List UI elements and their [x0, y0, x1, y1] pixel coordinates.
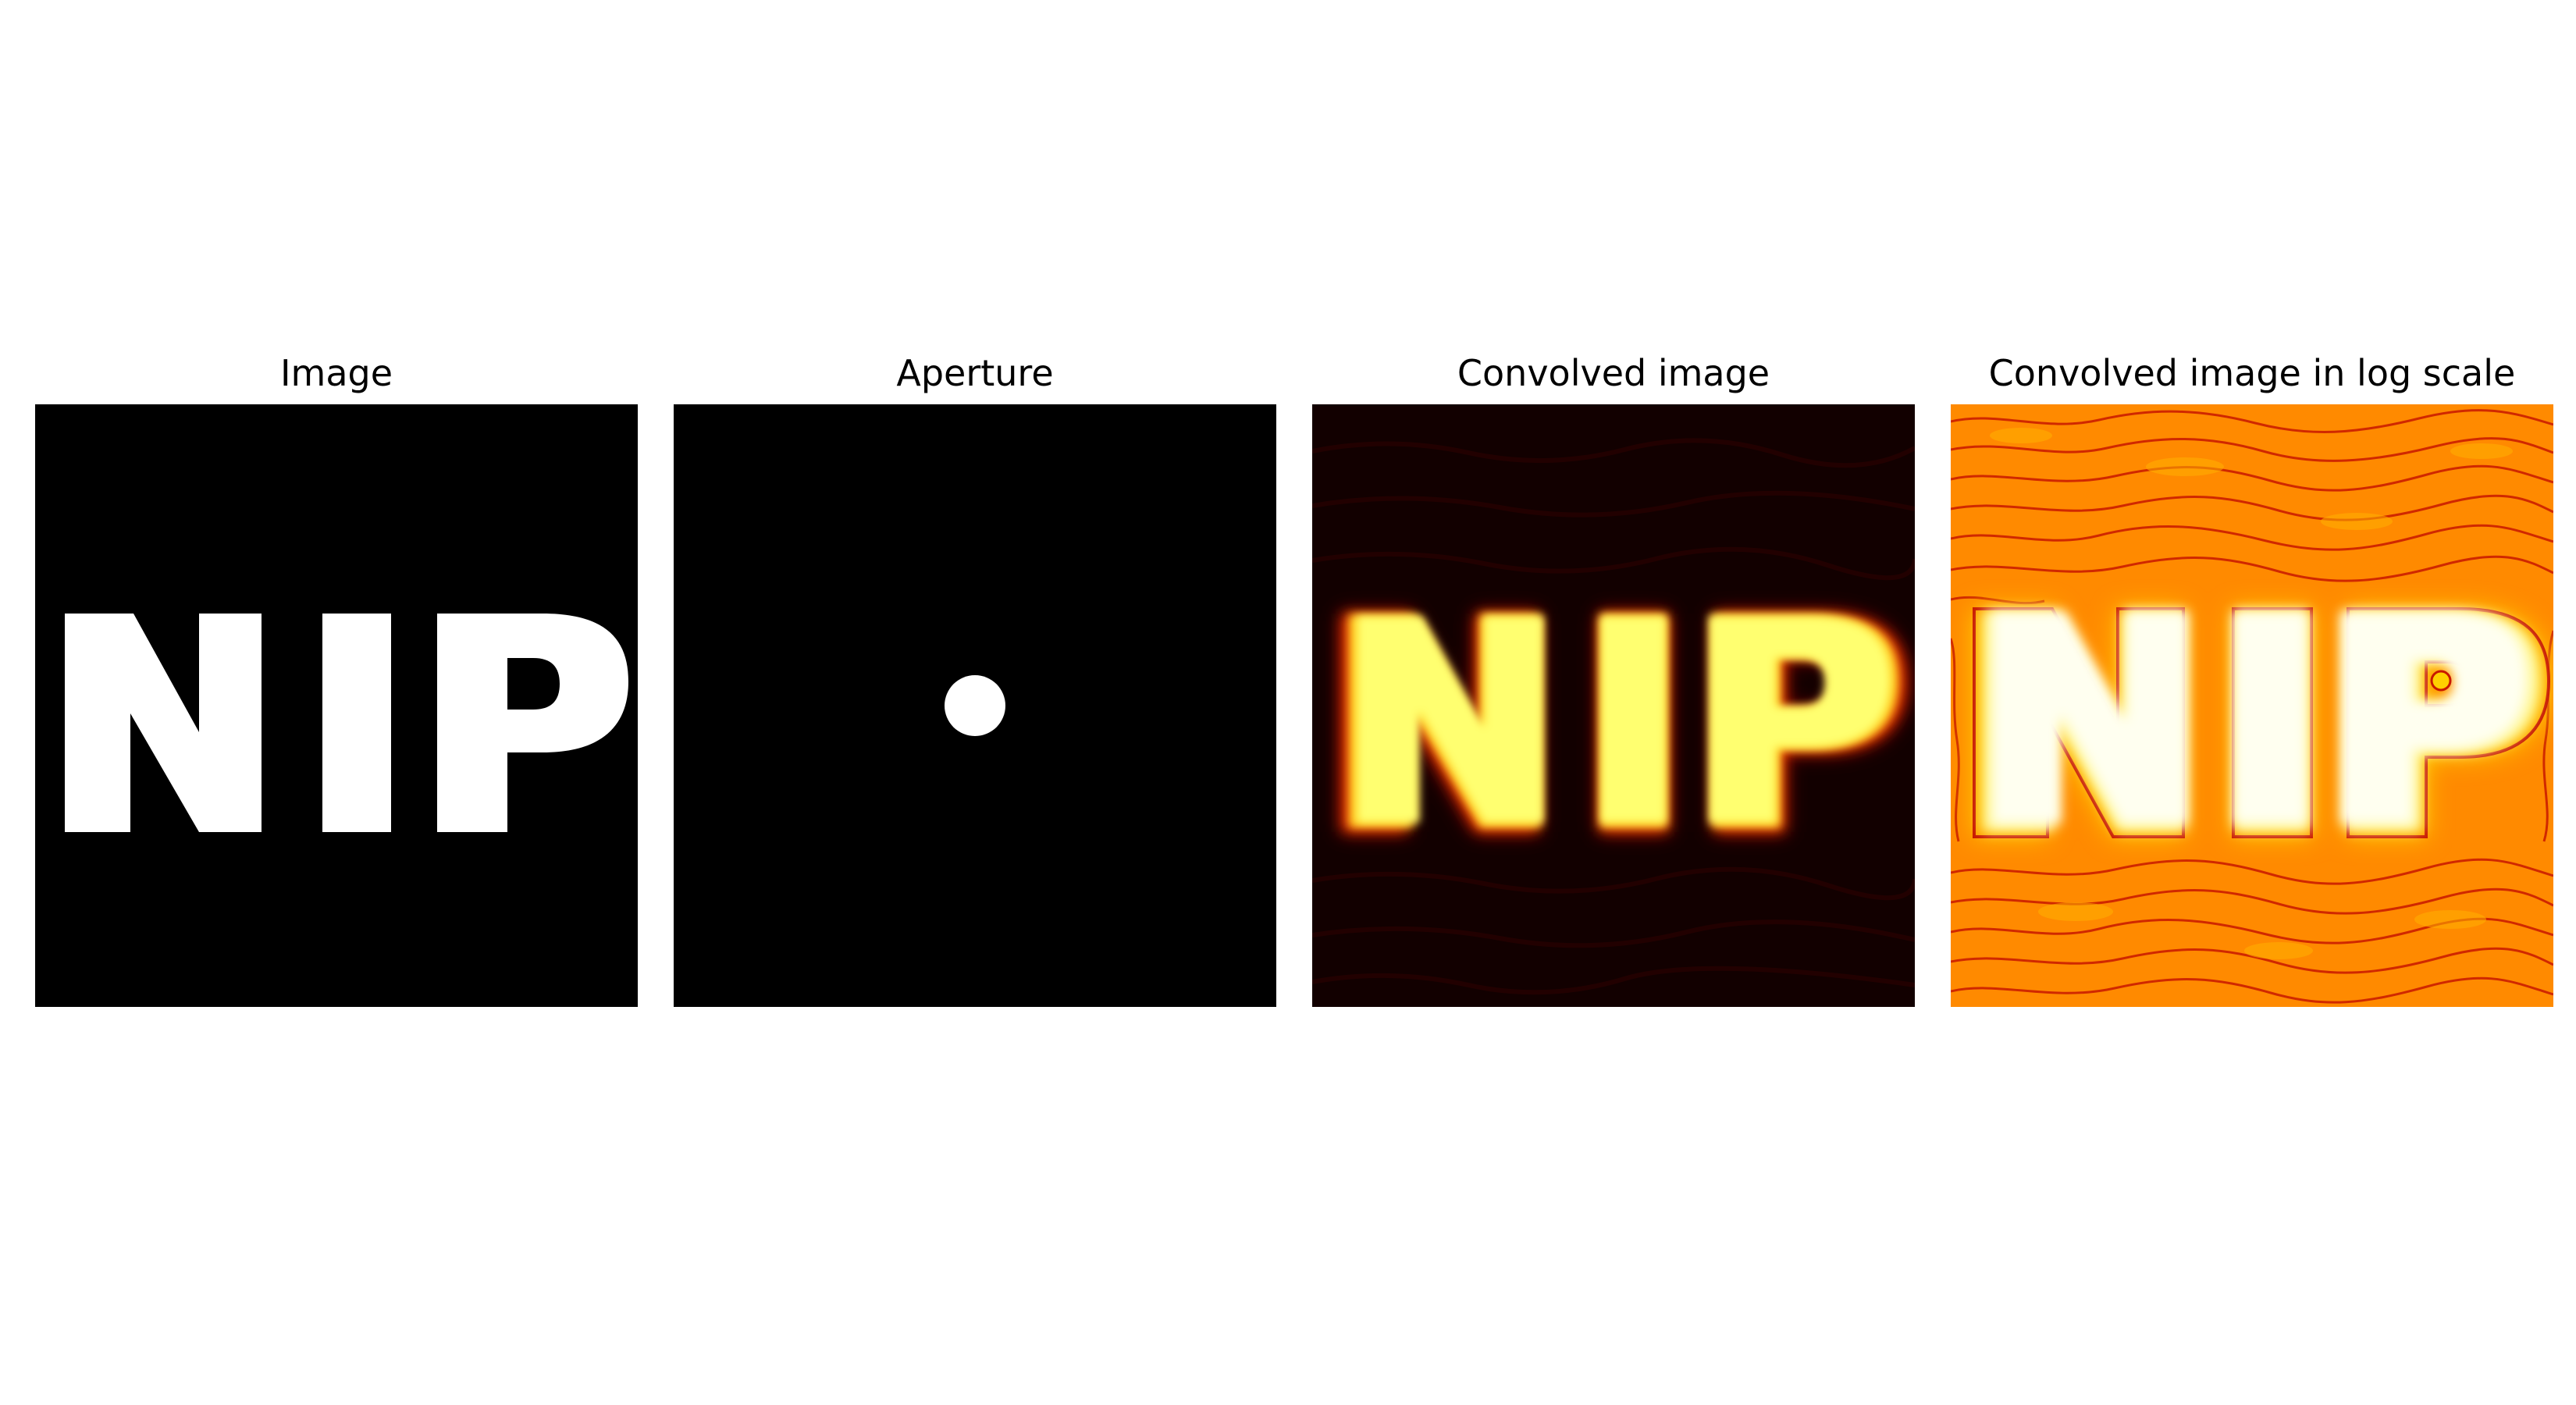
log-blobs	[1990, 428, 2513, 959]
log-p-eye	[2430, 670, 2452, 692]
image-panel	[35, 404, 638, 1007]
letter-i-glyph	[322, 614, 391, 832]
letter-n-glyph	[65, 614, 262, 832]
letter-p-glyph	[437, 614, 628, 832]
panel-title-convolved: Convolved image	[1457, 352, 1770, 394]
aperture-disc	[945, 675, 1005, 736]
convolved-ripples	[1312, 438, 1915, 995]
panel-title-log-scale: Convolved image in log scale	[1988, 352, 2516, 394]
panel-title-aperture: Aperture	[896, 352, 1054, 394]
log-scale-panel	[1951, 404, 2553, 1007]
log-contours	[1951, 409, 2553, 1004]
convolved-panel	[1312, 404, 1915, 1007]
panel-title-image: Image	[279, 352, 393, 394]
aperture-panel	[674, 404, 1276, 1007]
